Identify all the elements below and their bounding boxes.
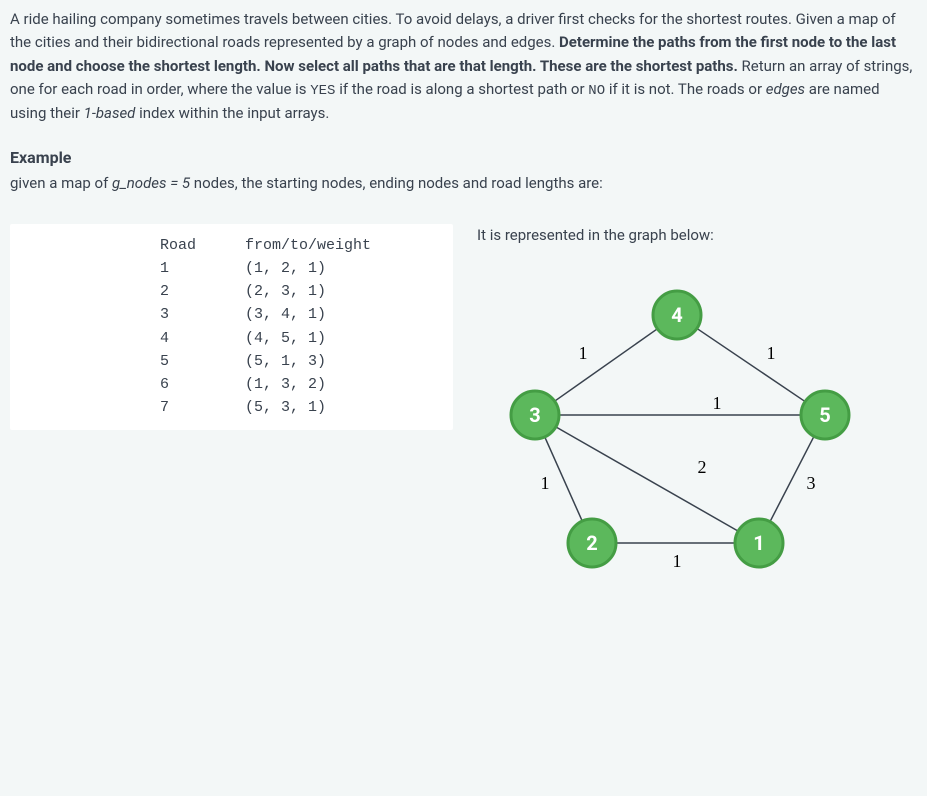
problem-text-no: NO [588,83,605,99]
road-detail: (5, 3, 1) [245,396,326,419]
graph-node-label: 2 [586,531,597,555]
road-number: 6 [160,373,245,396]
graph-side: It is represented in the graph below: 11… [453,224,917,607]
roads-row: 2(2, 3, 1) [160,280,435,303]
roads-row: 4(4, 5, 1) [160,327,435,350]
problem-text-yes: YES [310,83,335,99]
example-heading: Example [10,146,917,171]
graph-edge [555,329,658,401]
road-number: 2 [160,280,245,303]
roads-header-col2: from/to/weight [245,234,371,257]
example-intro-part: given a map of [10,174,112,192]
problem-text-part: if it is not. The roads or [605,80,766,98]
road-number: 4 [160,327,245,350]
road-detail: (1, 3, 2) [245,373,326,396]
roads-table: Road from/to/weight 1(1, 2, 1)2(2, 3, 1)… [10,224,453,430]
example-intro: given a map of g_nodes = 5 nodes, the st… [10,172,917,195]
road-detail: (5, 1, 3) [245,350,326,373]
road-number: 7 [160,396,245,419]
example-content-row: Road from/to/weight 1(1, 2, 1)2(2, 3, 1)… [10,224,917,607]
road-detail: (3, 4, 1) [245,303,326,326]
road-detail: (2, 3, 1) [245,280,326,303]
problem-text-1based: 1-based [84,104,136,122]
graph-edge [556,427,738,531]
roads-row: 6(1, 3, 2) [160,373,435,396]
graph-node-label: 3 [529,403,540,427]
problem-description: A ride hailing company sometimes travels… [10,8,917,126]
graph-node-label: 4 [671,303,682,327]
roads-row: 3(3, 4, 1) [160,303,435,326]
edge-weight-label: 1 [579,343,588,363]
example-intro-part: nodes, the starting nodes, ending nodes … [190,174,603,192]
road-number: 3 [160,303,245,326]
roads-row: 1(1, 2, 1) [160,257,435,280]
roads-header-col1: Road [160,234,245,257]
edge-weight-label: 1 [767,343,776,363]
graph-caption: It is represented in the graph below: [477,224,917,247]
roads-header-row: Road from/to/weight [160,234,435,257]
graph-edge [697,328,805,401]
road-detail: (1, 2, 1) [245,257,326,280]
roads-row: 5(5, 1, 3) [160,350,435,373]
edge-weight-label: 1 [713,393,722,413]
edge-weight-label: 1 [673,551,682,571]
road-number: 5 [160,350,245,373]
edge-weight-label: 1 [541,473,550,493]
graph-node-label: 1 [753,531,764,555]
roads-row: 7(5, 3, 1) [160,396,435,419]
example-intro-var: g_nodes = 5 [112,174,190,192]
problem-text-part: index within the input arrays. [135,104,329,122]
graph-node-label: 5 [819,403,830,427]
edge-weight-label: 3 [807,473,816,493]
edge-weight-label: 2 [698,457,707,477]
graph-diagram: 1 1 1 1 2 1 3 4 3 5 2 1 [477,267,877,607]
road-number: 1 [160,257,245,280]
road-detail: (4, 5, 1) [245,327,326,350]
problem-text-part: if the road is along a shortest path or [335,80,588,98]
problem-text-edges: edges [766,80,805,98]
